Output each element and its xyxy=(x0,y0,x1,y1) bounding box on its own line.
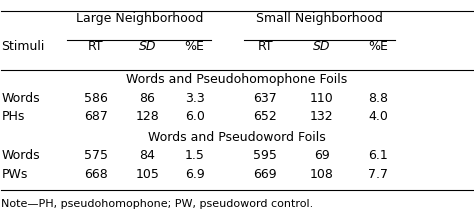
Text: SD: SD xyxy=(313,40,330,53)
Text: Words and Pseudohomophone Foils: Words and Pseudohomophone Foils xyxy=(127,74,347,87)
Text: Stimuli: Stimuli xyxy=(1,40,45,53)
Text: SD: SD xyxy=(139,40,156,53)
Text: 132: 132 xyxy=(310,111,334,124)
Text: 84: 84 xyxy=(139,149,155,162)
Text: 86: 86 xyxy=(139,92,155,105)
Text: 595: 595 xyxy=(253,149,277,162)
Text: 128: 128 xyxy=(136,111,159,124)
Text: 669: 669 xyxy=(254,168,277,181)
Text: 687: 687 xyxy=(84,111,108,124)
Text: 108: 108 xyxy=(310,168,334,181)
Text: 6.0: 6.0 xyxy=(185,111,204,124)
Text: %E: %E xyxy=(368,40,388,53)
Text: RT: RT xyxy=(257,40,273,53)
Text: Words: Words xyxy=(1,92,40,105)
Text: Large Neighborhood: Large Neighborhood xyxy=(75,12,203,25)
Text: 575: 575 xyxy=(83,149,108,162)
Text: PWs: PWs xyxy=(1,168,28,181)
Text: 668: 668 xyxy=(84,168,108,181)
Text: 652: 652 xyxy=(254,111,277,124)
Text: 586: 586 xyxy=(84,92,108,105)
Text: 105: 105 xyxy=(136,168,159,181)
Text: PHs: PHs xyxy=(1,111,25,124)
Text: RT: RT xyxy=(88,40,103,53)
Text: 6.1: 6.1 xyxy=(368,149,388,162)
Text: Small Neighborhood: Small Neighborhood xyxy=(256,12,383,25)
Text: %E: %E xyxy=(185,40,204,53)
Text: 6.9: 6.9 xyxy=(185,168,204,181)
Text: 110: 110 xyxy=(310,92,334,105)
Text: 8.8: 8.8 xyxy=(368,92,388,105)
Text: Note—PH, pseudohomophone; PW, pseudoword control.: Note—PH, pseudohomophone; PW, pseudoword… xyxy=(1,199,314,209)
Text: 1.5: 1.5 xyxy=(185,149,204,162)
Text: 4.0: 4.0 xyxy=(368,111,388,124)
Text: 69: 69 xyxy=(314,149,330,162)
Text: Words: Words xyxy=(1,149,40,162)
Text: 3.3: 3.3 xyxy=(185,92,204,105)
Text: 637: 637 xyxy=(254,92,277,105)
Text: Words and Pseudoword Foils: Words and Pseudoword Foils xyxy=(148,131,326,144)
Text: 7.7: 7.7 xyxy=(368,168,388,181)
